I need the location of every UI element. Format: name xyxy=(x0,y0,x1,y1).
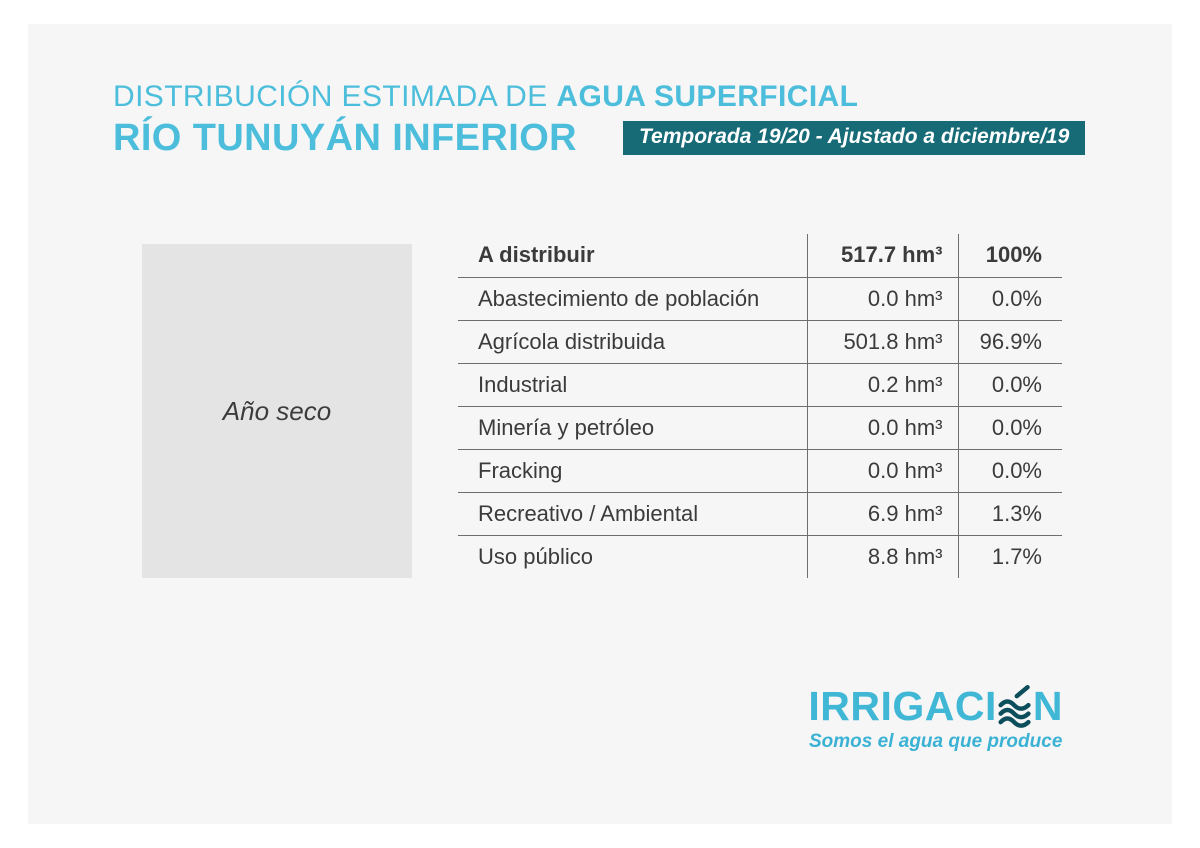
header-volume-cell: 517.7 hm³ xyxy=(806,234,959,278)
row-label-cell: Recreativo / Ambiental xyxy=(458,492,807,536)
row-volume-cell: 0.0 hm³ xyxy=(806,277,959,321)
row-percent-cell: 0.0% xyxy=(958,277,1062,321)
row-label-cell: Uso público xyxy=(478,543,593,569)
table-header-row: A distribuir 517.7 hm³ 100% xyxy=(458,234,1062,278)
title-bold-segment: AGUA SUPERFICIAL xyxy=(556,80,859,113)
row-percent-cell: 0.0% xyxy=(958,406,1062,450)
row-volume-cell: 8.8 hm³ xyxy=(806,535,959,578)
table-row: Minería y petróleo 0.0 hm³ 0.0% xyxy=(458,406,1062,450)
table-row: Uso público 8.8 hm³ 1.7% xyxy=(458,535,1062,578)
table-row: Industrial 0.2 hm³ 0.0% xyxy=(458,363,1062,407)
header-percent-cell: 100% xyxy=(958,234,1062,278)
irrigacion-logo: IRRIGACI N Somos el agua que produce xyxy=(808,684,1063,753)
row-percent-cell: 96.9% xyxy=(958,320,1062,364)
title-regular-segment: DISTRIBUCIÓN ESTIMADA DE xyxy=(113,80,557,113)
water-waves-icon xyxy=(998,684,1032,728)
row-label-cell: Abastecimiento de población xyxy=(458,277,807,321)
table-row: Recreativo / Ambiental 6.9 hm³ 1.3% xyxy=(458,492,1062,536)
scenario-box: Año seco xyxy=(142,244,412,578)
row-volume-cell: 6.9 hm³ xyxy=(806,492,959,536)
header-label-cell: A distribuir xyxy=(458,234,807,278)
row-volume-cell: 0.2 hm³ xyxy=(806,363,959,407)
row-label-cell: Fracking xyxy=(458,449,807,493)
row-volume-cell: 501.8 hm³ xyxy=(806,320,959,364)
page-title: DISTRIBUCIÓN ESTIMADA DE AGUA SUPERFICIA… xyxy=(113,80,1085,115)
row-volume-cell: 0.0 hm³ xyxy=(806,449,959,493)
logo-text-after: N xyxy=(1032,682,1063,729)
season-badge: Temporada 19/20 - Ajustado a diciembre/1… xyxy=(623,121,1086,156)
row-volume-cell: 0.0 hm³ xyxy=(806,406,959,450)
table-row: Fracking 0.0 hm³ 0.0% xyxy=(458,449,1062,493)
row-percent-cell: 1.7% xyxy=(991,543,1042,569)
title-block: DISTRIBUCIÓN ESTIMADA DE AGUA SUPERFICIA… xyxy=(113,80,1086,160)
row-percent-cell: 0.0% xyxy=(958,449,1062,493)
logo-tagline: Somos el agua que produce xyxy=(809,731,1063,752)
logo-text-before: IRRIGACI xyxy=(808,682,997,729)
distribution-table: A distribuir 517.7 hm³ 100% Abastecimien… xyxy=(458,234,1062,578)
row-label-cell: Industrial xyxy=(458,363,807,407)
row-percent-cell: 0.0% xyxy=(958,363,1062,407)
row-label-cell: Minería y petróleo xyxy=(458,406,807,450)
row-label-cell: Agrícola distribuida xyxy=(458,320,807,364)
table-row: Agrícola distribuida 501.8 hm³ 96.9% xyxy=(458,320,1062,364)
row-percent-cell: 1.3% xyxy=(958,492,1062,536)
logo-wordmark: IRRIGACI N xyxy=(808,684,1063,728)
scenario-label: Año seco xyxy=(222,395,332,426)
infographic-card: DISTRIBUCIÓN ESTIMADA DE AGUA SUPERFICIA… xyxy=(28,24,1172,824)
title-second-line-row: RÍO TUNUYÁN INFERIOR Temporada 19/20 - A… xyxy=(113,116,1086,160)
river-title: RÍO TUNUYÁN INFERIOR xyxy=(113,116,577,159)
table-row: Abastecimiento de población 0.0 hm³ 0.0% xyxy=(458,277,1062,321)
